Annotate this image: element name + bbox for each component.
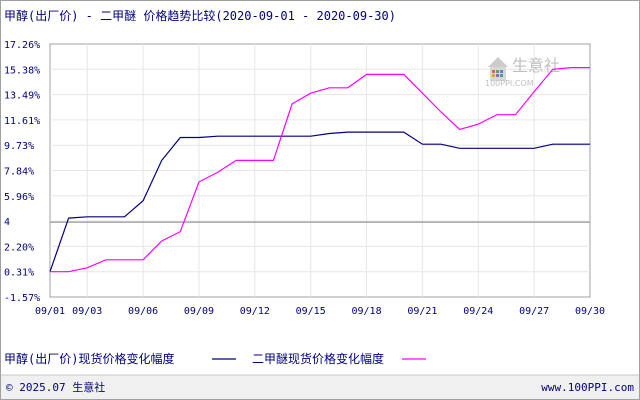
y-tick-label: 7.84% (4, 167, 34, 178)
x-tick-label: 09/01 (35, 306, 65, 317)
x-tick-label: 09/21 (407, 306, 437, 317)
y-tick-label: 11.61% (4, 116, 40, 127)
watermark-brand: 生意社 (512, 56, 560, 75)
x-tick-label: 09/30 (575, 306, 605, 317)
x-axis-ticks: 09/01 09/03 09/06 09/09 09/12 09/15 09/18 09/21… (35, 306, 605, 317)
watermark-logo (488, 57, 508, 81)
grid-lines (50, 44, 590, 297)
footer-website: www.100PPI.com (541, 381, 634, 394)
y-tick-label: 5.96% (4, 192, 34, 203)
footer-copyright: © 2025.07 生意社 (6, 380, 105, 394)
x-tick-label: 09/15 (296, 306, 326, 317)
legend: 甲醇(出厂价)现货价格变化幅度 二甲醚现货价格变化幅度 (4, 351, 426, 366)
y-tick-label: -1.57% (4, 293, 40, 304)
series-line-dme (50, 66, 590, 273)
legend-label-methanol: 甲醇(出厂价)现货价格变化幅度 (4, 351, 174, 366)
x-tick-label: 09/24 (463, 306, 493, 317)
y-tick-label: 4 (4, 217, 10, 228)
chart-title: 甲醇(出厂价) - 二甲醚 价格趋势比较(2020-09-01 - 2020-0… (4, 8, 396, 23)
y-axis-ticks: 17.26% 15.38% 13.49% 11.61% 9.73% 7.84% 5.96% 4… (4, 40, 40, 304)
y-tick-label: 0.31% (4, 268, 34, 279)
y-tick-label: 17.26% (4, 40, 40, 51)
y-tick-label: 2.20% (4, 242, 34, 253)
y-tick-label: 13.49% (4, 91, 40, 102)
footer-bar (1, 375, 639, 399)
x-tick-label: 09/06 (128, 306, 158, 317)
x-tick-label: 09/12 (240, 306, 270, 317)
y-tick-label: 15.38% (4, 65, 40, 76)
series-line-methanol (49, 131, 590, 272)
watermark-sub: 100PPI.COM (485, 79, 534, 88)
x-tick-label: 09/03 (72, 306, 102, 317)
series-group (49, 66, 590, 273)
x-tick-label: 09/18 (351, 306, 381, 317)
y-tick-label: 9.73% (4, 141, 34, 152)
x-tick-label: 09/09 (184, 306, 214, 317)
legend-label-dme: 二甲醚现货价格变化幅度 (252, 351, 384, 366)
x-tick-label: 09/27 (519, 306, 549, 317)
